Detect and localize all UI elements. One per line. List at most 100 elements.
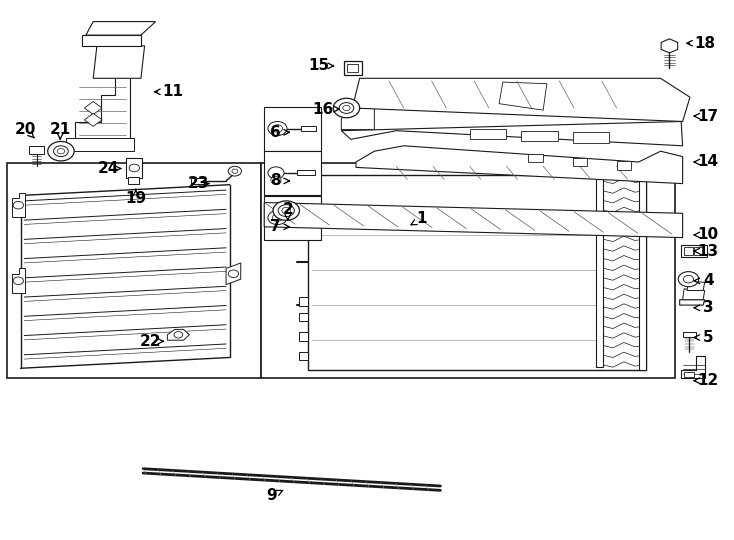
Circle shape xyxy=(129,164,139,172)
Polygon shape xyxy=(681,356,705,378)
Text: 6: 6 xyxy=(270,125,280,140)
Circle shape xyxy=(13,277,23,285)
Polygon shape xyxy=(680,300,705,305)
Bar xyxy=(264,107,321,151)
Circle shape xyxy=(174,332,183,338)
Bar xyxy=(299,313,308,321)
Polygon shape xyxy=(341,108,374,130)
Bar xyxy=(7,163,261,378)
Bar xyxy=(639,176,646,370)
Bar xyxy=(299,332,308,341)
Circle shape xyxy=(232,169,238,173)
Bar xyxy=(301,126,316,131)
Bar xyxy=(347,64,358,72)
Text: 15: 15 xyxy=(309,58,330,73)
Bar xyxy=(617,161,631,170)
Text: 1: 1 xyxy=(417,211,427,226)
Circle shape xyxy=(683,275,694,283)
Text: 21: 21 xyxy=(50,122,70,137)
Polygon shape xyxy=(66,138,134,151)
Circle shape xyxy=(339,103,354,113)
Bar xyxy=(299,352,308,360)
Text: 12: 12 xyxy=(698,373,719,388)
Bar xyxy=(128,177,139,184)
Text: 24: 24 xyxy=(98,161,120,176)
Bar xyxy=(684,372,694,377)
Circle shape xyxy=(282,207,291,214)
Polygon shape xyxy=(661,39,677,53)
Text: 10: 10 xyxy=(698,227,719,242)
Text: 20: 20 xyxy=(15,122,37,137)
Polygon shape xyxy=(167,329,189,340)
Bar xyxy=(297,170,315,175)
Polygon shape xyxy=(12,268,25,293)
Circle shape xyxy=(268,211,287,225)
Circle shape xyxy=(268,167,284,179)
Polygon shape xyxy=(683,289,705,300)
Polygon shape xyxy=(356,146,683,184)
Bar xyxy=(573,158,587,166)
Bar xyxy=(573,132,609,143)
Circle shape xyxy=(54,146,68,157)
Text: 23: 23 xyxy=(187,176,209,191)
Bar xyxy=(694,247,703,255)
Text: 7: 7 xyxy=(270,219,280,234)
Bar xyxy=(470,129,506,139)
Bar xyxy=(191,178,204,184)
Bar xyxy=(261,163,675,378)
Circle shape xyxy=(57,148,65,154)
Text: 3: 3 xyxy=(703,300,713,315)
Circle shape xyxy=(272,125,283,132)
Circle shape xyxy=(278,205,294,217)
Bar xyxy=(521,131,558,141)
Polygon shape xyxy=(687,281,705,291)
Bar xyxy=(596,178,603,367)
Bar xyxy=(302,211,310,215)
Polygon shape xyxy=(264,202,683,238)
Text: 17: 17 xyxy=(698,109,719,124)
Bar xyxy=(264,151,321,195)
Text: 22: 22 xyxy=(139,334,161,349)
Polygon shape xyxy=(84,113,102,126)
Bar xyxy=(126,158,142,178)
Text: 13: 13 xyxy=(698,244,719,259)
Circle shape xyxy=(343,105,350,111)
Circle shape xyxy=(228,270,239,278)
Text: 8: 8 xyxy=(270,173,280,188)
Polygon shape xyxy=(82,35,141,46)
Polygon shape xyxy=(75,76,130,140)
Text: 9: 9 xyxy=(266,488,277,503)
Polygon shape xyxy=(84,102,102,114)
Circle shape xyxy=(271,177,281,184)
Text: 5: 5 xyxy=(703,330,713,345)
Text: 4: 4 xyxy=(703,273,713,288)
Text: 2: 2 xyxy=(283,202,293,217)
Polygon shape xyxy=(302,186,316,230)
Circle shape xyxy=(273,201,299,220)
Bar xyxy=(683,332,696,337)
Text: 16: 16 xyxy=(313,102,333,117)
Bar xyxy=(29,146,44,154)
Text: 11: 11 xyxy=(162,84,183,99)
Text: 14: 14 xyxy=(698,154,719,170)
Bar xyxy=(298,215,314,220)
Polygon shape xyxy=(499,82,547,110)
Bar xyxy=(528,154,543,162)
Circle shape xyxy=(48,141,74,161)
Bar xyxy=(684,247,693,255)
Bar xyxy=(344,61,362,75)
Bar xyxy=(308,176,646,370)
Circle shape xyxy=(13,201,23,209)
Circle shape xyxy=(333,98,360,118)
Polygon shape xyxy=(352,78,690,122)
Circle shape xyxy=(268,122,287,136)
Circle shape xyxy=(272,214,283,221)
Bar xyxy=(299,297,308,306)
Polygon shape xyxy=(341,122,683,146)
Polygon shape xyxy=(21,185,230,368)
Circle shape xyxy=(678,272,699,287)
Bar xyxy=(681,245,707,257)
Polygon shape xyxy=(12,193,25,217)
Bar xyxy=(264,196,321,240)
Polygon shape xyxy=(226,263,241,285)
